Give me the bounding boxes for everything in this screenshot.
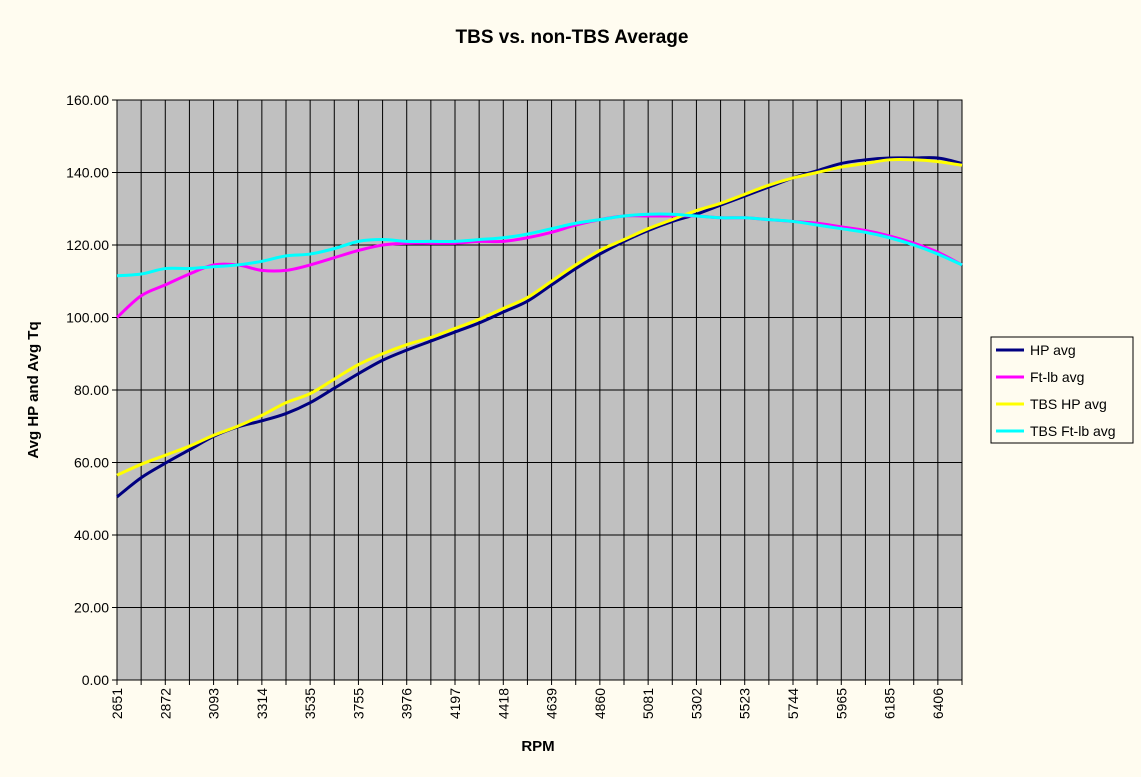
x-tick-label: 3755: [350, 688, 366, 719]
legend-label-ft-lb-avg: Ft-lb avg: [1030, 369, 1084, 385]
series-line-tbs-hp-avg: [116, 157, 963, 477]
y-tick-label: 160.00: [66, 92, 109, 108]
x-tick-label: 4639: [544, 688, 560, 719]
legend: HP avg Ft-lb avg TBS HP avg TBS Ft-lb avg: [990, 336, 1134, 444]
y-tick-label: 100.00: [66, 310, 109, 326]
x-tick-label: 5744: [785, 688, 801, 719]
y-axis-ticks: 0.00 20.00 40.00 60.00 80.00 100.00 120.00 140.…: [66, 92, 117, 688]
gridlines: [117, 99, 962, 681]
x-tick-label: 3093: [206, 688, 222, 719]
y-tick-label: 60.00: [74, 455, 109, 471]
x-tick-label: 4197: [447, 688, 463, 719]
legend-label-tbs-ft-lb-avg: TBS Ft-lb avg: [1030, 423, 1116, 439]
x-tick-label: 4418: [495, 688, 511, 719]
y-tick-label: 140.00: [66, 165, 109, 181]
y-tick-label: 0.00: [82, 672, 109, 688]
x-axis-title: RPM: [521, 738, 554, 755]
legend-label-hp-avg: HP avg: [1030, 342, 1076, 358]
chart-title: TBS vs. non-TBS Average: [456, 27, 689, 48]
x-tick-label: 5302: [688, 688, 704, 719]
series-lines: [115, 156, 963, 499]
series-line-ft-lb-avg: [115, 214, 963, 319]
x-tick-label: 5081: [640, 688, 656, 719]
x-tick-label: 2872: [157, 688, 173, 719]
x-tick-label: 3314: [254, 688, 270, 719]
x-tick-label: 3535: [302, 688, 318, 719]
x-tick-label: 4860: [592, 688, 608, 719]
legend-label-tbs-hp-avg: TBS HP avg: [1030, 396, 1107, 412]
y-tick-label: 20.00: [74, 600, 109, 616]
x-tick-label: 6406: [930, 688, 946, 719]
x-tick-label: 5523: [737, 688, 753, 719]
x-tick-label: 2651: [109, 688, 125, 719]
x-axis-ticks: 2651 2872 3093 3314 3535 3755 3976 4197 4418 4639…: [109, 680, 963, 719]
series-line-hp-avg: [116, 156, 963, 499]
legend-box: [990, 336, 1134, 444]
x-tick-label: 6185: [882, 688, 898, 719]
y-tick-label: 120.00: [66, 237, 109, 253]
y-axis-title: Avg HP and Avg Tq: [25, 321, 42, 458]
series-line-tbs-ft-lb-avg: [116, 212, 963, 278]
x-tick-label: 3976: [399, 688, 415, 719]
x-tick-label: 5965: [833, 688, 849, 719]
y-tick-label: 40.00: [74, 527, 109, 543]
y-tick-label: 80.00: [74, 382, 109, 398]
